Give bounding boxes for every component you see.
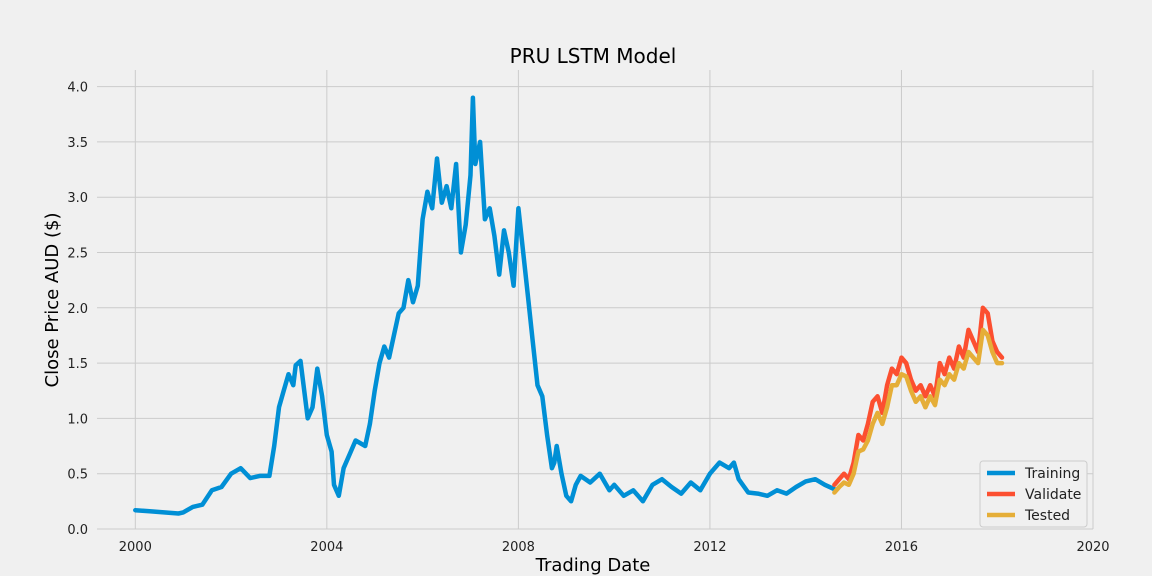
plot-area (97, 70, 1093, 529)
y-tick-label: 2.0 (67, 302, 88, 317)
x-axis-label: Trading Date (535, 555, 651, 576)
y-tick-label: 4.0 (67, 81, 88, 96)
legend: Training Validate Tested (979, 460, 1088, 528)
chart-title: PRU LSTM Model (510, 44, 677, 68)
y-tick-label: 3.5 (67, 136, 88, 151)
y-tick-label: 1.5 (67, 357, 88, 372)
y-axis-ticks: 0.0 0.5 1.0 1.5 2.0 2.5 3.0 3.5 4.0 (67, 81, 88, 538)
x-tick-label: 2020 (1076, 540, 1109, 555)
y-tick-label: 0.0 (67, 523, 88, 538)
legend-label: Validate (1025, 487, 1081, 503)
y-tick-label: 0.5 (67, 468, 88, 483)
x-tick-label: 2016 (885, 540, 918, 555)
x-tick-label: 2008 (502, 540, 535, 555)
x-tick-label: 2012 (693, 540, 726, 555)
series-line-tested (832, 327, 1005, 495)
legend-label: Training (1024, 466, 1080, 482)
x-tick-label: 2000 (119, 540, 152, 555)
legend-box (979, 460, 1088, 528)
y-tick-label: 2.5 (67, 246, 88, 261)
series-line-validate (832, 305, 1005, 488)
y-axis-label: Close Price AUD ($) (42, 213, 63, 388)
y-tick-label: 3.0 (67, 191, 88, 206)
series-lines (133, 95, 1005, 516)
y-tick-label: 1.0 (67, 412, 88, 427)
x-tick-label: 2004 (310, 540, 343, 555)
x-axis-ticks: 2000 2004 2008 2012 2016 2020 (119, 540, 1110, 555)
legend-label: Tested (1024, 508, 1070, 524)
series-line-training (133, 95, 837, 516)
